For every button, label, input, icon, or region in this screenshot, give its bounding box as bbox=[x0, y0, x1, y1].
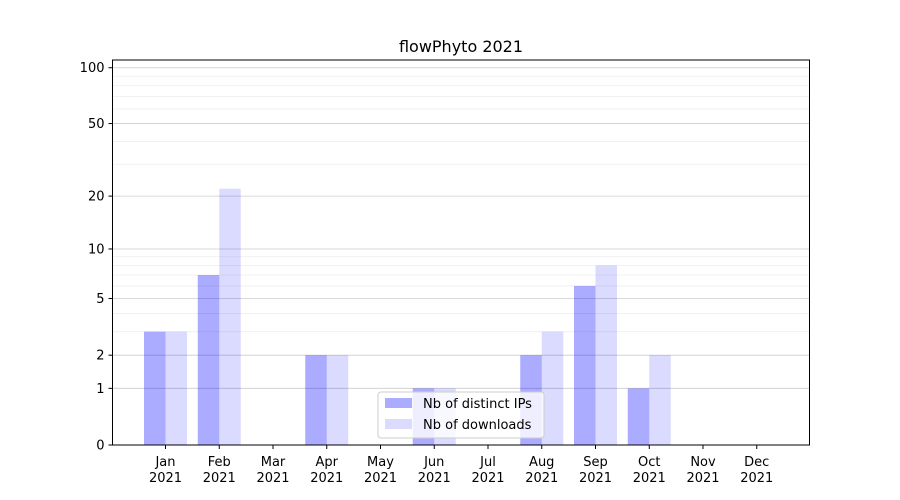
x-tick-label-year: 2021 bbox=[740, 471, 773, 486]
plot-frame bbox=[112, 59, 810, 446]
y-tick-label: 20 bbox=[88, 190, 105, 205]
legend-swatch-downloads bbox=[385, 419, 412, 429]
y-axis: 0 1 2 5 10 20 50 100 bbox=[80, 61, 113, 454]
bar-downloads bbox=[165, 331, 187, 445]
x-tick-label-month: Dec bbox=[744, 455, 769, 470]
x-tick-label-month: Nov bbox=[690, 455, 716, 470]
legend-swatch-ips bbox=[385, 398, 412, 408]
x-tick-label-month: Aug bbox=[529, 455, 554, 470]
x-tick-label-month: Mar bbox=[261, 455, 286, 470]
bar-downloads bbox=[649, 355, 671, 445]
bar-downloads bbox=[595, 265, 617, 445]
x-tick-label-year: 2021 bbox=[149, 471, 182, 486]
x-tick-label-year: 2021 bbox=[633, 471, 666, 486]
bar-distinct-ips bbox=[144, 331, 166, 445]
legend-label-downloads: Nb of downloads bbox=[423, 418, 532, 433]
bar-downloads bbox=[326, 355, 349, 445]
bar-downloads bbox=[219, 188, 241, 445]
x-tick-label-year: 2021 bbox=[203, 471, 236, 486]
x-tick-label-month: Sep bbox=[583, 455, 608, 470]
x-tick-label-year: 2021 bbox=[686, 471, 719, 486]
chart-title: flowPhyto 2021 bbox=[399, 37, 523, 56]
x-tick-label-month: Jul bbox=[479, 455, 496, 470]
bar-distinct-ips bbox=[574, 285, 596, 445]
y-tick-label: 5 bbox=[96, 292, 104, 307]
x-tick-label-year: 2021 bbox=[364, 471, 397, 486]
x-tick-label-month: Feb bbox=[208, 455, 231, 470]
x-tick-label-month: Apr bbox=[316, 455, 339, 470]
x-tick-label-month: Jun bbox=[423, 455, 444, 470]
x-tick-label-month: Jan bbox=[154, 455, 175, 470]
bar-downloads bbox=[541, 331, 564, 445]
bar-distinct-ips bbox=[197, 275, 220, 445]
x-tick-label-year: 2021 bbox=[471, 471, 504, 486]
y-tick-label: 50 bbox=[88, 117, 105, 132]
y-tick-label: 1 bbox=[96, 382, 104, 397]
legend-label-ips: Nb of distinct IPs bbox=[423, 397, 532, 412]
x-tick-label-year: 2021 bbox=[310, 471, 343, 486]
x-tick-label-year: 2021 bbox=[525, 471, 558, 486]
bar-distinct-ips bbox=[627, 388, 650, 445]
x-tick-label-year: 2021 bbox=[579, 471, 612, 486]
x-tick-label-month: Oct bbox=[638, 455, 660, 470]
legend: Nb of distinct IPs Nb of downloads bbox=[377, 391, 545, 439]
bar-distinct-ips bbox=[305, 355, 327, 445]
legend-frame bbox=[377, 391, 545, 439]
y-tick-label: 100 bbox=[80, 61, 105, 76]
x-tick-label-year: 2021 bbox=[256, 471, 289, 486]
x-tick-label-year: 2021 bbox=[418, 471, 451, 486]
y-tick-label: 2 bbox=[96, 349, 104, 364]
x-axis: Jan2021Feb2021Mar2021Apr2021May2021Jun20… bbox=[149, 445, 773, 486]
y-tick-label: 10 bbox=[88, 242, 105, 257]
y-tick-label: 0 bbox=[96, 439, 104, 454]
grid-lines bbox=[112, 67, 810, 389]
x-tick-label-month: May bbox=[367, 455, 394, 470]
